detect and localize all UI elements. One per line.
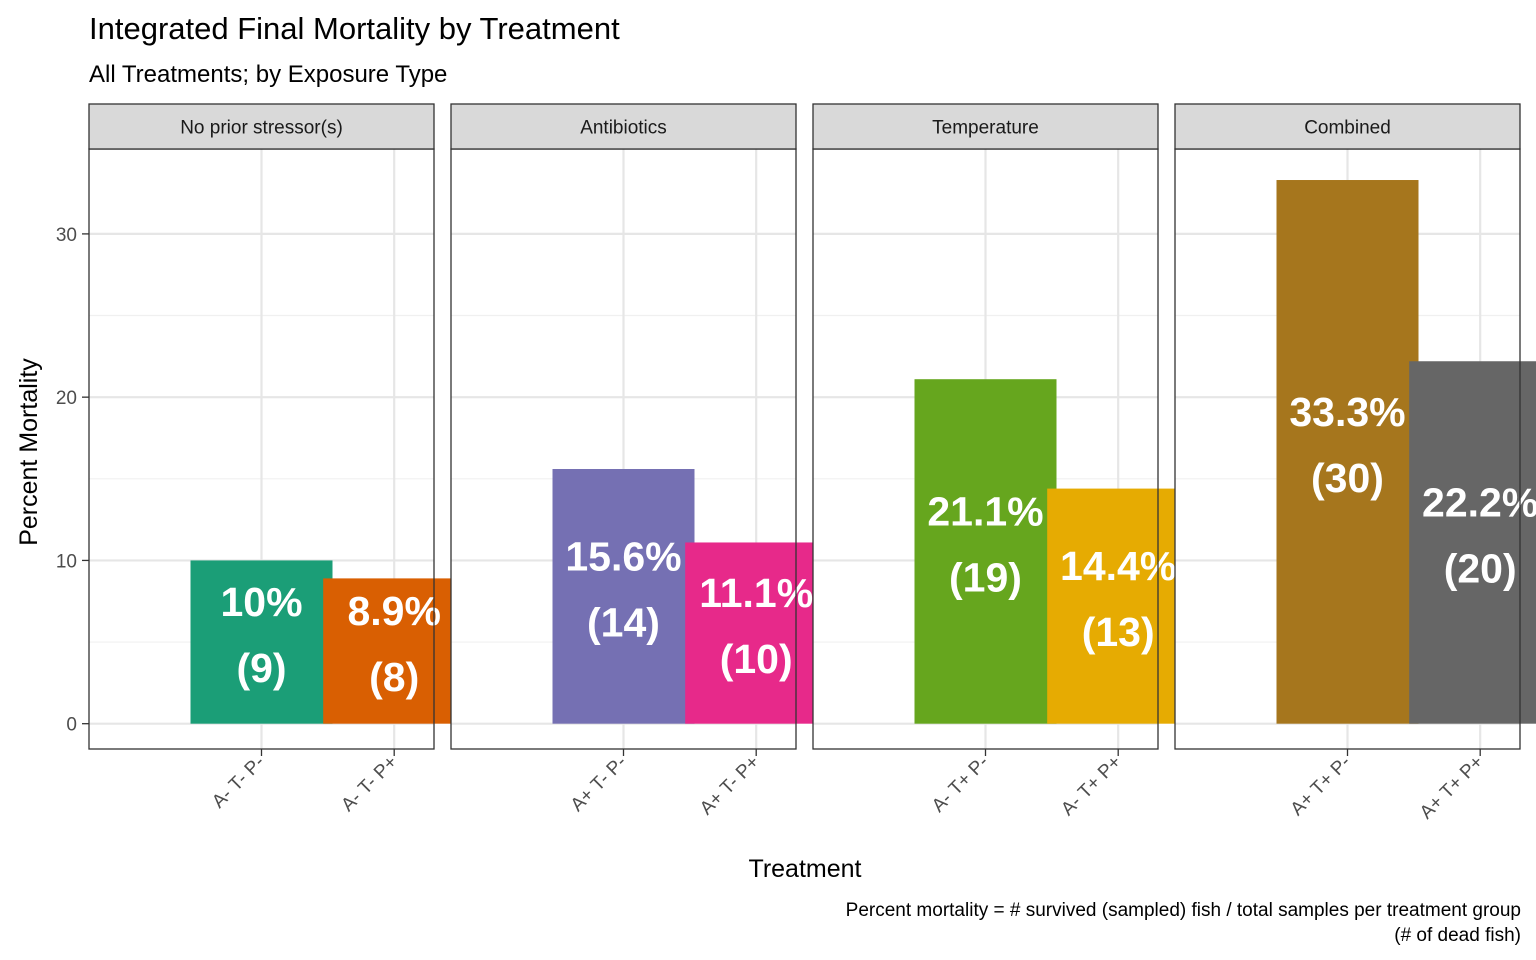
bar-aplustminuspplus <box>685 542 828 724</box>
bar-label-count: (10) <box>720 636 793 682</box>
bar-aminustminuspminus <box>190 560 333 724</box>
bar-aplustpluspplus <box>1409 361 1536 724</box>
bar-label-count: (13) <box>1082 609 1155 655</box>
bar-label-count: (20) <box>1444 545 1517 591</box>
x-tick-label: A+ T+ P- <box>1287 752 1355 820</box>
y-tick-label: 0 <box>66 715 77 736</box>
bar-aminustpluspminus <box>914 379 1057 724</box>
bar-label-percent: 8.9% <box>347 588 440 634</box>
plot-area: 10% (9) 8.9% (8) No prior stressor(s) A- T- P… <box>56 103 1536 824</box>
x-tick-label: A+ T- P- <box>567 752 631 816</box>
bar-label-count: (19) <box>949 554 1022 600</box>
bar-label-percent: 15.6% <box>565 533 681 579</box>
bar-label-percent: 21.1% <box>927 488 1043 534</box>
bar-label-count: (9) <box>236 645 286 691</box>
facet-strip-label: Combined <box>1304 118 1391 139</box>
y-tick-label: 20 <box>56 388 77 409</box>
facet-strip <box>450 103 797 150</box>
chart-subtitle: All Treatments; by Exposure Type <box>89 61 447 88</box>
bar-label-count: (30) <box>1311 455 1384 501</box>
y-axis-title: Percent Mortality <box>15 358 43 546</box>
x-tick-label: A- T+ P+ <box>1057 752 1125 820</box>
x-tick-label: A+ T+ P+ <box>1416 752 1488 824</box>
x-tick-label: A+ T- P+ <box>696 752 764 820</box>
facet-strip <box>812 103 1159 150</box>
y-tick-label: 30 <box>56 225 77 246</box>
bar-label-percent: 33.3% <box>1289 389 1405 435</box>
x-tick-label: A- T- P+ <box>337 752 401 816</box>
bar-aminustpluspplus <box>1047 488 1190 724</box>
caption-line-1: Percent mortality = # survived (sampled)… <box>846 900 1521 921</box>
bar-aminustminuspplus <box>323 578 466 724</box>
facet-strip <box>88 103 435 150</box>
bar-label-percent: 22.2% <box>1422 479 1536 525</box>
facet-strip-label: Antibiotics <box>580 118 667 139</box>
bar-label-count: (8) <box>369 654 419 700</box>
bar-aplustminuspminus <box>552 469 695 724</box>
bar-label-count: (14) <box>587 599 660 645</box>
facet-strip-label: Temperature <box>932 118 1039 139</box>
bar-label-percent: 11.1% <box>699 570 813 616</box>
x-tick-label: A- T- P- <box>208 752 269 813</box>
facet-strip-label: No prior stressor(s) <box>180 118 343 139</box>
x-axis-title: Treatment <box>748 855 861 883</box>
facet-strip <box>1174 103 1521 150</box>
bar-aplustpluspminus <box>1276 180 1419 724</box>
bar-label-percent: 10% <box>220 579 302 625</box>
chart-title: Integrated Final Mortality by Treatment <box>89 11 620 46</box>
x-tick-label: A- T+ P- <box>928 752 993 817</box>
caption-line-2: (# of dead fish) <box>1394 925 1521 946</box>
bar-label-percent: 14.4% <box>1060 543 1176 589</box>
y-tick-label: 10 <box>56 551 77 572</box>
